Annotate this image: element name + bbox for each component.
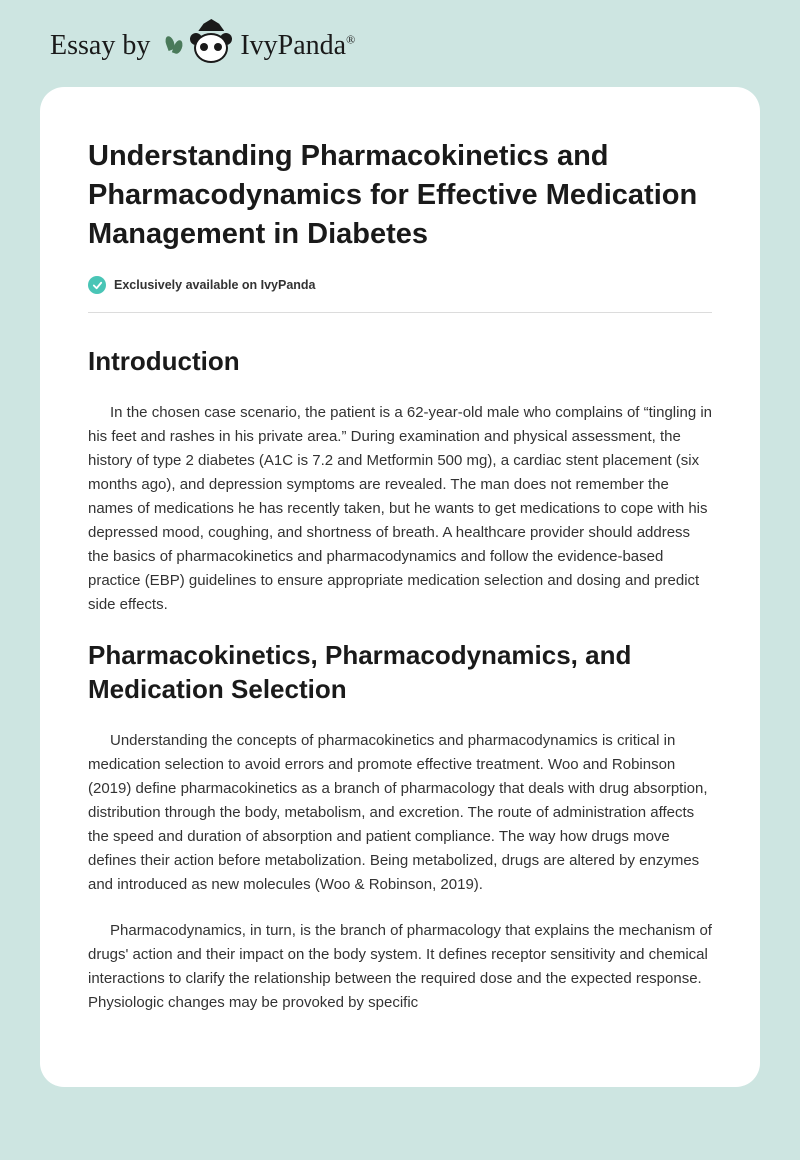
section-heading: Pharmacokinetics, Pharmacodynamics, and … (88, 639, 712, 707)
panda-icon (190, 25, 232, 67)
essay-by-label: Essay by (50, 30, 150, 62)
header-banner: Essay by IvyPanda® (0, 0, 800, 87)
document-paper: Understanding Pharmacokinetics and Pharm… (40, 87, 760, 1087)
brand-name: IvyPanda® (240, 30, 355, 62)
availability-row: Exclusively available on IvyPanda (88, 276, 712, 313)
leaves-icon (166, 34, 182, 58)
document-title: Understanding Pharmacokinetics and Pharm… (88, 137, 712, 254)
body-paragraph: Understanding the concepts of pharmacoki… (88, 729, 712, 897)
check-icon (88, 276, 106, 294)
body-paragraph: In the chosen case scenario, the patient… (88, 401, 712, 617)
brand-logo: IvyPanda® (166, 25, 355, 67)
body-paragraph: Pharmacodynamics, in turn, is the branch… (88, 919, 712, 1015)
section-heading: Introduction (88, 345, 712, 379)
availability-text: Exclusively available on IvyPanda (114, 278, 316, 292)
